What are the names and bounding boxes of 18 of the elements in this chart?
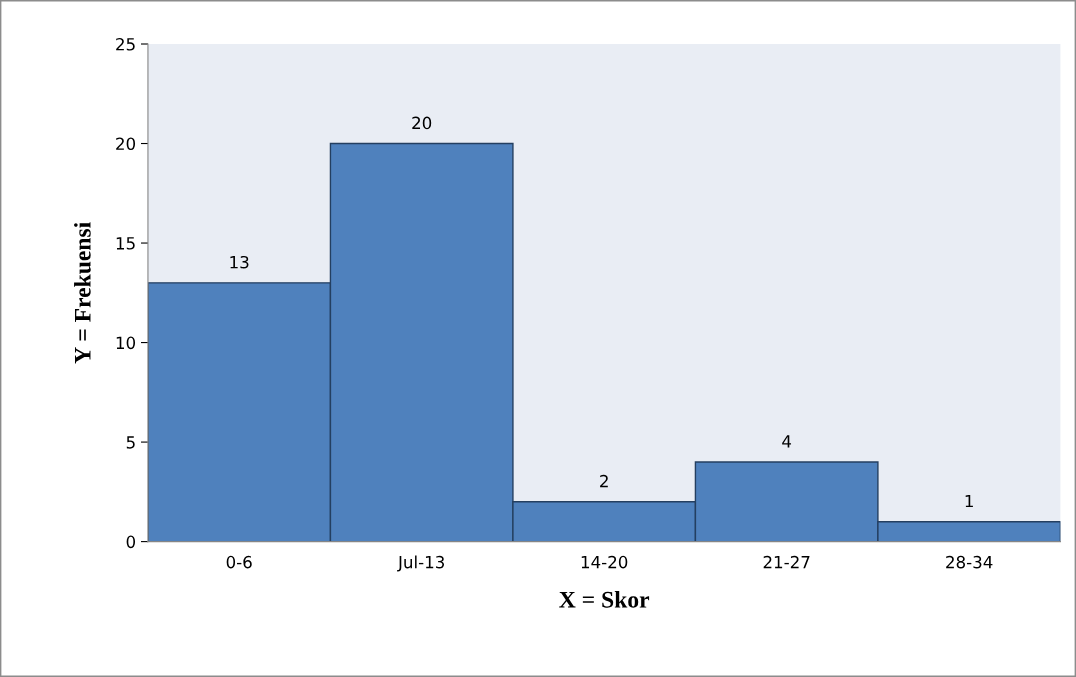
y-tick-label: 15 — [116, 237, 135, 250]
x-tick-label: 0-6 — [226, 555, 252, 569]
y-tick-label: 10 — [116, 336, 136, 350]
data-label: 2 — [600, 474, 608, 488]
y-tick-label: 20 — [116, 137, 136, 151]
x-tick-label: Jul-13 — [397, 555, 445, 572]
x-tick-label: 28-34 — [946, 555, 993, 569]
data-label: 1 — [965, 494, 973, 508]
x-tick-label: 21-27 — [763, 555, 810, 569]
y-tick-label: 0 — [126, 535, 136, 549]
x-tick-label: 14-20 — [581, 555, 628, 569]
y-axis-title: Y = Frekuensi — [74, 222, 91, 364]
y-tick-label: 5 — [126, 436, 135, 449]
data-label: 4 — [782, 435, 792, 448]
x-axis-title: X = Skor — [559, 591, 650, 608]
data-label: 13 — [230, 255, 249, 269]
data-label: 20 — [412, 116, 432, 130]
y-tick-label: 25 — [116, 37, 135, 51]
